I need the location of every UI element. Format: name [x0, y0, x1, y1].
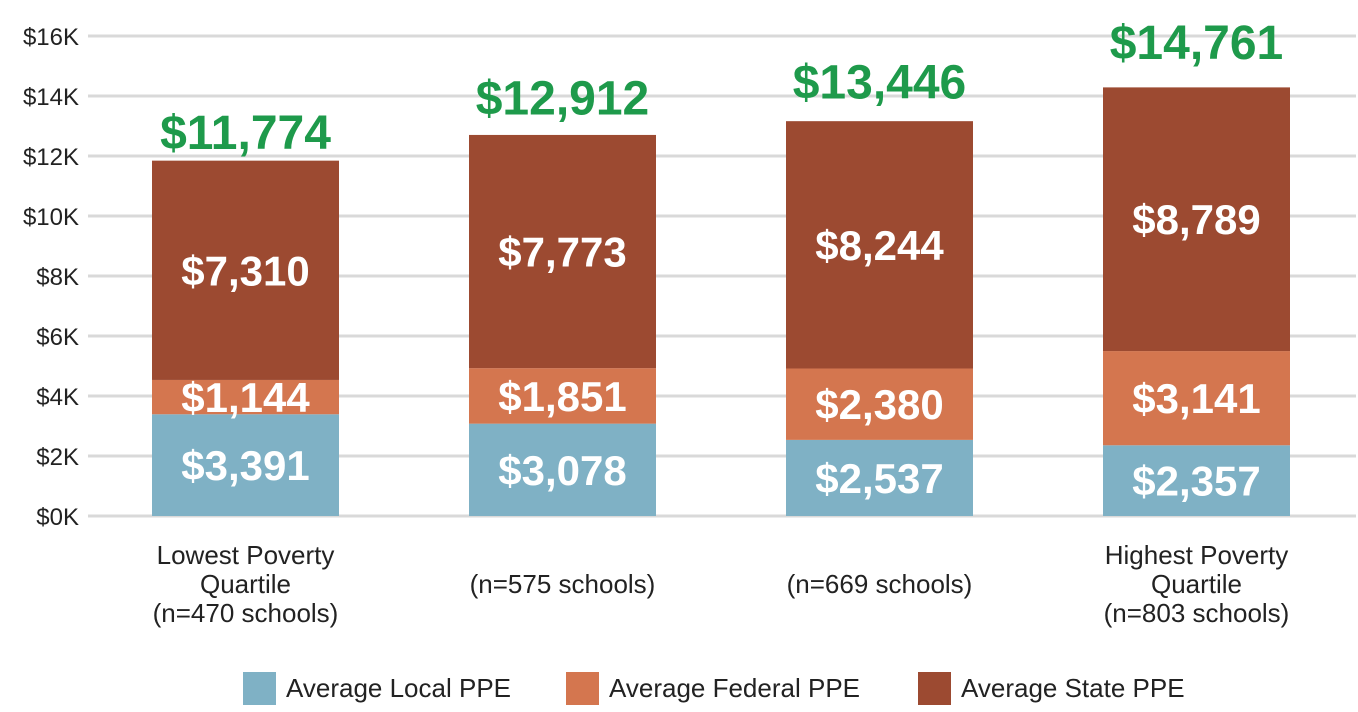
bar-segment — [1103, 445, 1290, 516]
category-label: Quartile — [200, 569, 291, 599]
legend: Average Local PPE Average Federal PPE Av… — [0, 672, 1358, 712]
segment-value-label: $3,391 — [181, 442, 309, 489]
y-tick-label: $2K — [36, 444, 79, 471]
bar-segment — [469, 423, 656, 516]
segment-value-label: $7,310 — [181, 247, 309, 294]
total-value-label: $12,912 — [476, 73, 650, 126]
segment-value-label: $8,789 — [1132, 196, 1260, 243]
y-tick-label: $0K — [36, 504, 79, 531]
category-label: (n=803 schools) — [1104, 598, 1290, 628]
legend-swatch-federal — [566, 672, 599, 705]
legend-swatch-local — [243, 672, 276, 705]
bar-segment — [152, 379, 339, 415]
category-label: (n=575 schools) — [470, 569, 656, 599]
segment-value-label: $1,144 — [181, 374, 310, 421]
bar-segment — [1103, 87, 1290, 352]
legend-item-state: Average State PPE — [918, 672, 1185, 705]
segment-value-label: $7,773 — [498, 229, 626, 276]
segment-value-label: $2,357 — [1132, 458, 1260, 505]
legend-label-local: Average Local PPE — [286, 673, 511, 703]
bar-segment — [1103, 351, 1290, 446]
total-value-label: $14,761 — [1110, 17, 1284, 70]
segment-value-label: $8,244 — [815, 222, 944, 269]
bar-segment — [152, 414, 339, 516]
bar-segment — [786, 439, 973, 516]
total-value-label: $13,446 — [793, 57, 967, 110]
bar-segment — [786, 368, 973, 440]
y-tick-label: $16K — [23, 24, 79, 51]
total-value-label: $11,774 — [160, 107, 331, 160]
y-tick-label: $4K — [36, 384, 79, 411]
y-tick-label: $6K — [36, 324, 79, 351]
y-tick-label: $14K — [23, 84, 79, 111]
segment-value-label: $3,141 — [1132, 375, 1260, 422]
legend-label-state: Average State PPE — [961, 673, 1185, 703]
y-tick-label: $10K — [23, 204, 79, 231]
bar-segment — [469, 368, 656, 424]
category-label: (n=669 schools) — [787, 569, 973, 599]
bar-segment — [152, 160, 339, 380]
segment-value-label: $1,851 — [498, 373, 626, 420]
segment-value-label: $2,537 — [815, 455, 943, 502]
y-tick-label: $8K — [36, 264, 79, 291]
legend-item-local: Average Local PPE — [243, 672, 511, 705]
category-label: Lowest Poverty — [157, 540, 335, 570]
segment-value-label: $2,380 — [815, 381, 943, 428]
legend-item-federal: Average Federal PPE — [566, 672, 860, 705]
bar-segment — [786, 121, 973, 369]
category-label: (n=470 schools) — [153, 598, 339, 628]
y-tick-label: $12K — [23, 144, 79, 171]
segment-value-label: $3,078 — [498, 447, 626, 494]
category-label: Highest Poverty — [1105, 540, 1289, 570]
legend-swatch-state — [918, 672, 951, 705]
legend-label-federal: Average Federal PPE — [609, 673, 860, 703]
category-label: Quartile — [1151, 569, 1242, 599]
stacked-bar-chart: $0K $2K $4K $6K $8K $10K $12K $14K $16K $3,391 $1,… — [23, 17, 1356, 628]
bar-segment — [469, 134, 656, 369]
